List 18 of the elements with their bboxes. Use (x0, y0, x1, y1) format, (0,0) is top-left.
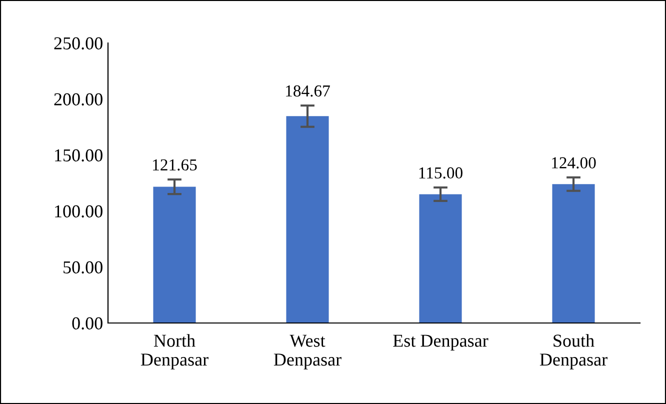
x-tick-label: Est Denpasar (393, 334, 488, 350)
data-label: 124.00 (552, 157, 596, 169)
y-tick-label: 250.00 (54, 37, 102, 50)
bar (153, 186, 196, 323)
bar (419, 194, 462, 323)
data-label: 184.67 (286, 85, 330, 97)
y-tick-label: 200.00 (54, 93, 102, 106)
y-tick-label: 150.00 (55, 149, 102, 162)
data-label: 115.00 (419, 167, 462, 179)
bar (286, 116, 329, 323)
x-tick-label: North Denpasar (140, 334, 208, 370)
data-label: 121.65 (153, 159, 197, 171)
y-tick-label: 0.00 (72, 317, 102, 330)
x-tick-label: West Denpasar (274, 334, 342, 370)
bar (552, 184, 595, 323)
y-tick-label: 50.00 (64, 261, 102, 274)
y-tick-label: 100.00 (55, 205, 102, 218)
x-tick-label: South Denpasar (540, 334, 608, 370)
